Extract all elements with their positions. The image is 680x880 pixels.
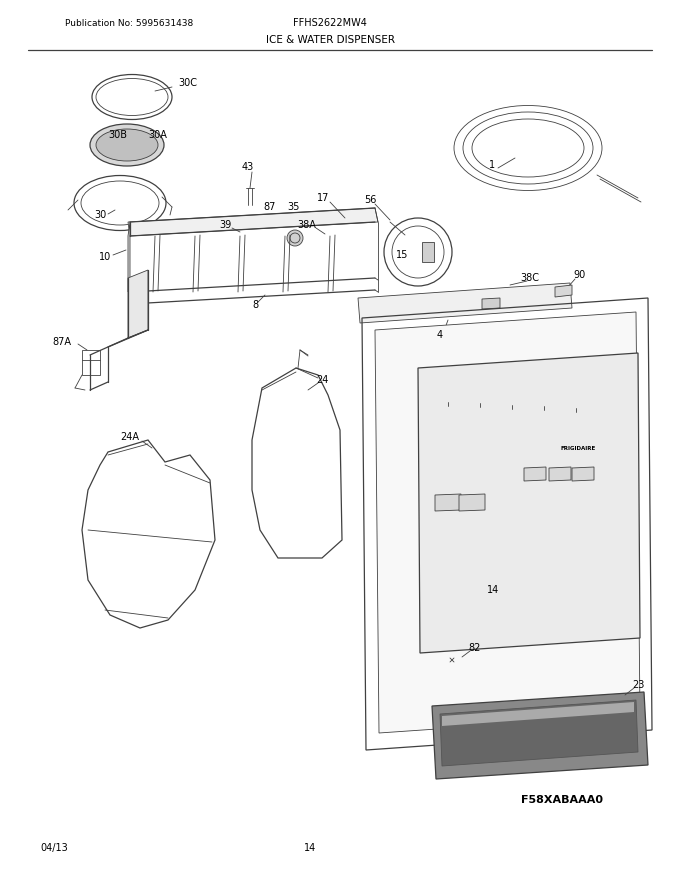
Text: FRIGIDAIRE: FRIGIDAIRE [560, 445, 596, 451]
Text: 30: 30 [94, 210, 106, 220]
Circle shape [413, 301, 417, 305]
Circle shape [510, 409, 514, 413]
Text: 1: 1 [489, 160, 495, 170]
Polygon shape [459, 494, 485, 511]
Polygon shape [375, 312, 640, 733]
Text: 38A: 38A [298, 220, 316, 230]
Circle shape [542, 410, 546, 414]
Polygon shape [482, 298, 500, 309]
Text: 30C: 30C [178, 78, 197, 88]
Polygon shape [549, 467, 571, 481]
Circle shape [466, 297, 470, 301]
Text: 24A: 24A [120, 432, 139, 442]
Text: 24: 24 [316, 375, 328, 385]
Text: 14: 14 [304, 843, 316, 853]
Polygon shape [422, 242, 434, 262]
Text: 35: 35 [287, 202, 299, 212]
Text: 38C: 38C [520, 273, 539, 283]
Polygon shape [418, 353, 640, 653]
Text: 90: 90 [574, 270, 586, 280]
Polygon shape [435, 494, 461, 511]
Text: 30B: 30B [109, 130, 128, 140]
Text: 39: 39 [219, 220, 231, 230]
Text: 56: 56 [364, 195, 376, 205]
Polygon shape [440, 700, 638, 766]
Text: 87: 87 [264, 202, 276, 212]
Polygon shape [555, 285, 572, 297]
Polygon shape [572, 467, 594, 481]
Polygon shape [128, 270, 148, 338]
Text: 4: 4 [437, 330, 443, 340]
Ellipse shape [96, 129, 158, 161]
Polygon shape [442, 702, 634, 726]
Text: Publication No: 5995631438: Publication No: 5995631438 [65, 18, 193, 27]
Ellipse shape [90, 124, 164, 166]
Polygon shape [358, 283, 572, 323]
Text: 14: 14 [487, 585, 499, 595]
Text: 04/13: 04/13 [40, 843, 68, 853]
Circle shape [440, 299, 444, 303]
Text: FFHS2622MW4: FFHS2622MW4 [293, 18, 367, 28]
Text: F58XABAAA0: F58XABAAA0 [521, 795, 603, 805]
Text: 8: 8 [252, 300, 258, 310]
Text: ICE & WATER DISPENSER: ICE & WATER DISPENSER [265, 35, 394, 45]
Polygon shape [524, 467, 546, 481]
Text: 87A: 87A [52, 337, 71, 347]
Circle shape [574, 412, 578, 416]
Text: 30A: 30A [148, 130, 167, 140]
Circle shape [446, 406, 450, 410]
Text: 82: 82 [469, 643, 481, 653]
Circle shape [386, 303, 390, 307]
Circle shape [478, 407, 482, 412]
Text: 23: 23 [632, 680, 644, 690]
Text: 43: 43 [242, 162, 254, 172]
Polygon shape [128, 222, 130, 292]
Circle shape [287, 230, 303, 246]
Text: 17: 17 [317, 193, 329, 203]
Polygon shape [128, 208, 378, 236]
Text: 15: 15 [396, 250, 408, 260]
Text: 10: 10 [99, 252, 111, 262]
Polygon shape [432, 692, 648, 779]
